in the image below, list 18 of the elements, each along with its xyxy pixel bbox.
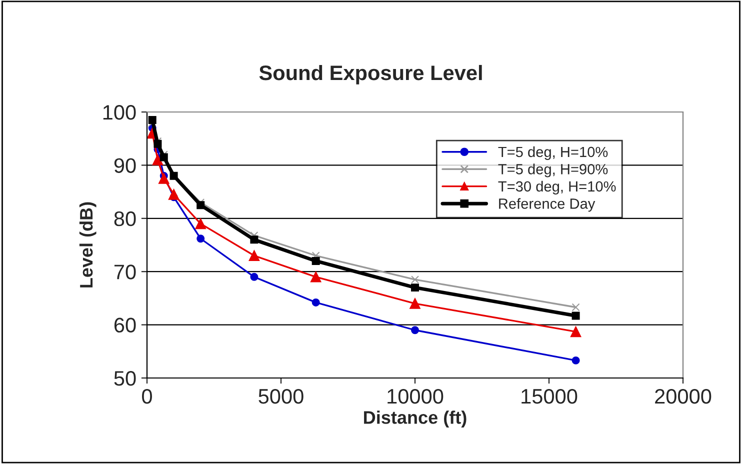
y-tick-label: 90 — [114, 158, 136, 173]
legend-label: T=30 deg, H=10% — [498, 180, 616, 194]
x-tick-label: 15000 — [522, 388, 578, 404]
x-axis-title: Distance (ft) — [364, 410, 466, 428]
x-tick-label: 5000 — [258, 388, 304, 404]
y-axis-title: Level (dB) — [79, 202, 96, 288]
y-tick-label: 60 — [114, 318, 136, 333]
chart-title: Sound Exposure Level — [259, 64, 482, 84]
legend-label: T=5 deg, H=10% — [498, 146, 608, 160]
legend-label: T=5 deg, H=90% — [498, 164, 608, 178]
y-tick-label: 100 — [103, 105, 136, 120]
y-tick-label: 50 — [114, 371, 136, 386]
x-tick-label: 10000 — [388, 388, 444, 404]
x-tick-label: 20000 — [655, 388, 712, 404]
y-tick-label: 70 — [114, 264, 136, 280]
y-tick-label: 80 — [114, 211, 136, 226]
legend-label: Reference Day — [499, 198, 596, 212]
x-tick-label: 0 — [142, 388, 152, 404]
